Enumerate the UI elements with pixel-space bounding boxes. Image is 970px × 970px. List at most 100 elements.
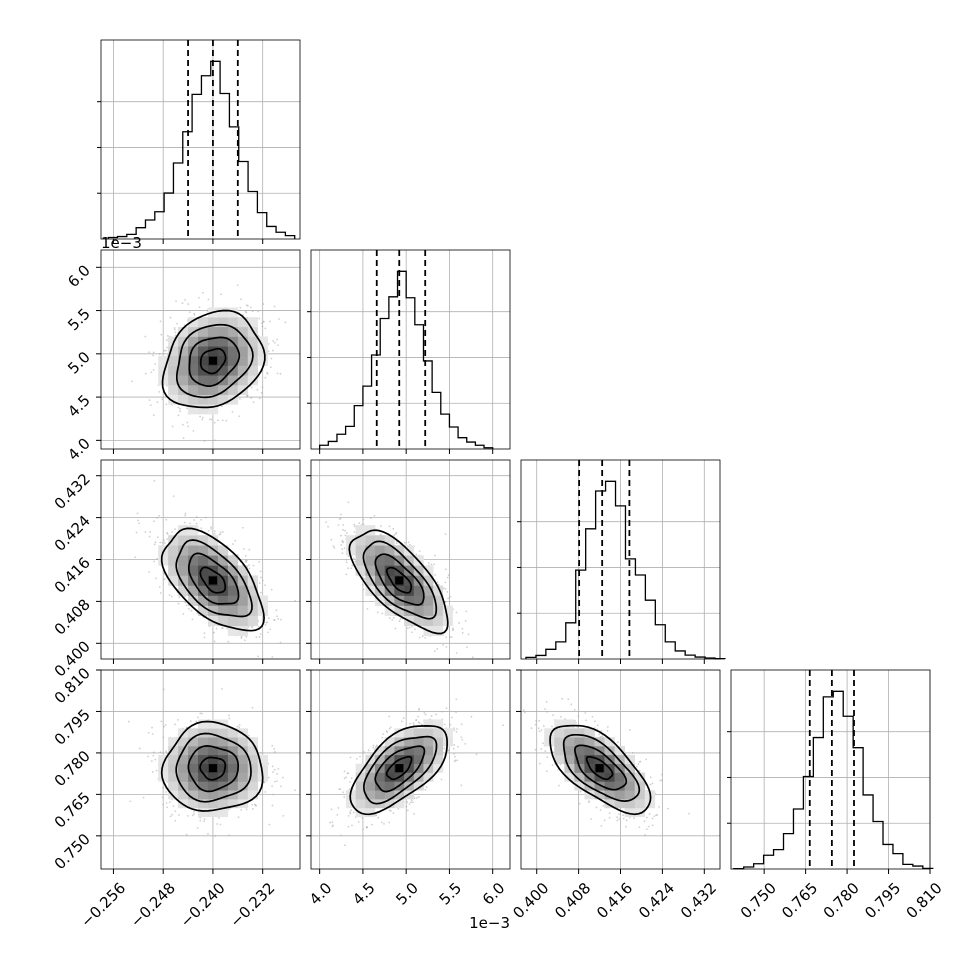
sample-point [585, 719, 587, 722]
sample-point [271, 765, 274, 768]
sample-point [342, 524, 344, 526]
sample-point [381, 821, 383, 824]
scatter-panel [100, 669, 301, 870]
density-cell [247, 763, 259, 773]
sample-point [545, 770, 548, 773]
sample-point [366, 826, 368, 828]
sample-point [261, 325, 264, 328]
sample-point [238, 415, 241, 418]
sample-point [330, 538, 333, 541]
sample-point [165, 750, 167, 753]
density-cell [217, 799, 229, 809]
density-cell [433, 763, 444, 773]
density-cell [375, 545, 386, 556]
sample-point [347, 501, 350, 504]
sample-point [551, 725, 553, 728]
y-offset-label: 1e−3 [101, 234, 142, 252]
density-cell [227, 728, 239, 738]
density-cell [584, 772, 595, 782]
density-cell [207, 375, 219, 386]
sample-point [199, 415, 201, 418]
sample-point [542, 742, 545, 745]
sample-point [445, 645, 448, 648]
sample-point [392, 527, 395, 530]
density-cell [198, 346, 209, 357]
sample-point [434, 554, 436, 557]
density-cell [168, 365, 179, 376]
sample-point [420, 723, 423, 726]
sample-point [392, 812, 395, 815]
density-cell [158, 555, 169, 566]
sample-point [327, 525, 329, 528]
density-cell [384, 585, 395, 596]
density-cell [198, 384, 209, 395]
sample-point [165, 791, 168, 793]
sample-point [186, 421, 189, 424]
density-cell [227, 746, 239, 756]
sample-point [162, 688, 165, 691]
sample-point [202, 291, 204, 294]
density-cell [178, 772, 189, 782]
sample-point [344, 844, 346, 847]
density-cell [355, 799, 366, 809]
sample-point [584, 712, 587, 714]
density-cell [247, 754, 259, 764]
y-tick-label: 5.0 [64, 348, 94, 378]
sample-point [261, 386, 264, 389]
density-cell [413, 781, 424, 791]
sample-point [153, 479, 156, 482]
sample-point [204, 516, 207, 519]
density-cell [188, 394, 199, 405]
sample-point [166, 806, 169, 809]
sample-point [225, 419, 228, 422]
sample-point [388, 715, 391, 718]
sample-point [152, 751, 155, 754]
sample-point [403, 541, 406, 544]
sample-point [342, 529, 344, 531]
sample-point [164, 349, 167, 352]
sample-point [277, 344, 279, 347]
sample-point [186, 407, 189, 410]
sample-point [248, 548, 251, 551]
sample-point [267, 776, 270, 779]
density-cell [384, 799, 395, 809]
density-cell [198, 595, 209, 606]
contour-line [362, 540, 438, 620]
density-cell [413, 595, 424, 606]
sample-point [182, 437, 185, 440]
sample-point [213, 640, 216, 643]
density-cell [207, 807, 219, 818]
density-cell [158, 772, 169, 782]
density-cell [188, 746, 199, 756]
density-cell [355, 525, 366, 536]
sample-point [183, 521, 186, 524]
sample-point [168, 594, 171, 596]
density-cell [624, 799, 636, 809]
sample-point [451, 628, 454, 631]
sample-point [279, 641, 282, 644]
sample-point [185, 604, 188, 607]
sample-point [251, 626, 254, 628]
sample-point [220, 405, 223, 408]
density-cell [365, 772, 376, 782]
contour-line [188, 336, 241, 387]
sample-point [449, 723, 452, 726]
sample-point [353, 525, 356, 528]
sample-point [625, 819, 628, 822]
sample-point [340, 544, 343, 546]
sample-point [343, 796, 346, 798]
sample-point [210, 527, 212, 530]
density-cell [168, 746, 179, 756]
density-cell [375, 781, 386, 791]
sample-point [150, 760, 153, 763]
sample-point [421, 635, 424, 638]
sample-point [386, 731, 389, 734]
density-cell [614, 763, 625, 773]
density-cell [178, 365, 189, 376]
density-cell [365, 790, 376, 800]
density-cell [178, 781, 189, 791]
sample-point [466, 646, 468, 649]
sample-point [181, 302, 184, 304]
sample-point [259, 633, 262, 635]
